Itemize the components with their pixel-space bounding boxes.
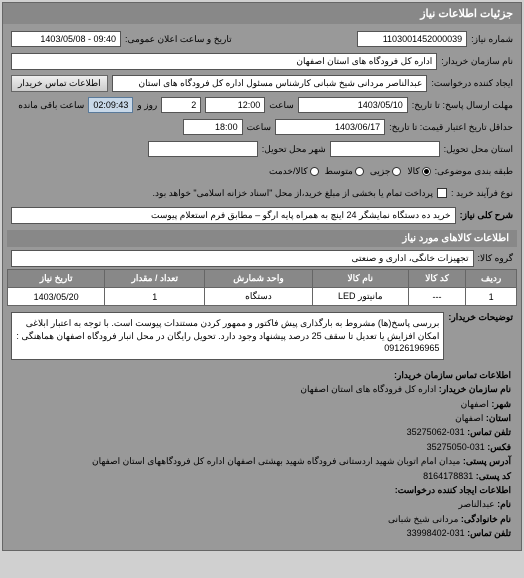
contact-block: اطلاعات تماس سازمان خریدار: نام سازمان خ… (7, 362, 517, 547)
time-label-2: ساعت (247, 122, 272, 133)
details-panel: جزئیات اطلاعات نیاز شماره نیاز: 11030014… (2, 2, 522, 551)
col-row: ردیف (466, 270, 517, 288)
contact-name: عبدالناصر (459, 499, 495, 509)
col-date: تاریخ نیاز (8, 270, 105, 288)
cell-code: --- (408, 288, 465, 306)
contact-post-label: کد پستی: (476, 471, 511, 481)
remain-days-field: 2 (161, 97, 201, 113)
treasury-label: پرداخت تمام یا بخشی از مبلغ خرید،از محل … (153, 188, 433, 199)
validity-label: حداقل تاریخ اعتبار قیمت: تا تاریخ: (389, 122, 513, 133)
delivery-city-field (148, 141, 258, 157)
contact-addr-label: آدرس پستی: (463, 456, 511, 466)
contact-name-label: نام: (497, 499, 511, 509)
remain-time-field: 02:09:43 (88, 97, 133, 113)
deadline-time-field: 12:00 (205, 97, 265, 113)
cell-date: 1403/05/20 (8, 288, 105, 306)
req-no-label: شماره نیاز: (471, 34, 513, 45)
table-header-row: ردیف کد کالا نام کالا واحد شمارش تعداد /… (8, 270, 517, 288)
contact-title: اطلاعات تماس سازمان خریدار: (13, 368, 511, 382)
req-no-field: 1103001452000039 (357, 31, 467, 47)
contact-tel2-label: تلفن تماس: (467, 528, 511, 538)
budget-label: طبقه بندی موضوعی: (435, 166, 513, 177)
col-name: نام کالا (312, 270, 408, 288)
col-qty: تعداد / مقدار (105, 270, 205, 288)
cell-name: مانیتور LED (312, 288, 408, 306)
treasury-checkbox[interactable] (437, 188, 447, 198)
contact-org-label: نام سازمان خریدار: (439, 384, 511, 394)
requester-field: عبدالناصر مردانی شیخ شبانی کارشناس مسئول… (112, 75, 428, 92)
budget-opt-2[interactable]: متوسط (325, 166, 364, 177)
contact-org: اداره کل فرودگاه های استان اصفهان (300, 384, 436, 394)
delivery-province-field (330, 141, 440, 157)
col-code: کد کالا (408, 270, 465, 288)
contact-city-label: استان: (486, 413, 511, 423)
validity-date-field: 1403/06/17 (275, 119, 385, 135)
group-label: گروه کالا: (478, 253, 513, 264)
contact-tel2: 031-33998402 (407, 528, 465, 538)
contact-fax: 031-35275050 (427, 442, 485, 452)
announce-date-label: تاریخ و ساعت اعلان عمومی: (125, 34, 232, 45)
time-label-1: ساعت (269, 100, 294, 111)
radio-icon (355, 167, 364, 176)
budget-radio-group: کالا جزیی متوسط کالا/خدمت (269, 166, 431, 177)
delivery-province-label: استان محل تحویل: (444, 144, 513, 155)
buyer-org-label: نام سازمان خریدار: (441, 56, 513, 67)
buyer-contact-button[interactable]: اطلاعات تماس خریدار (11, 75, 108, 92)
desc-label: توضیحات خریدار: (448, 312, 513, 323)
budget-opt-1[interactable]: جزیی (370, 166, 402, 177)
goods-table: ردیف کد کالا نام کالا واحد شمارش تعداد /… (7, 269, 517, 306)
contact-tel-label: تلفن تماس: (467, 427, 511, 437)
deadline-date-field: 1403/05/10 (298, 97, 408, 113)
need-label: شرح کلی نیاز: (460, 210, 513, 221)
panel-title: جزئیات اطلاعات نیاز (3, 3, 521, 24)
cell-row: 1 (466, 288, 517, 306)
contact-prov-label: شهر: (491, 399, 511, 409)
remain-time-label: ساعت باقی مانده (18, 100, 84, 111)
radio-icon (310, 167, 319, 176)
validity-time-field: 18:00 (183, 119, 243, 135)
contact-city: اصفهان (455, 413, 483, 423)
desc-text: بررسی پاسخ(ها) مشروط به بارگذاری پیش فاک… (11, 312, 444, 360)
process-label: نوع فرآیند خرید : (451, 188, 513, 199)
radio-icon (422, 167, 431, 176)
contact-family: مردانی شیخ شبانی (388, 514, 458, 524)
delivery-city-label: شهر محل تحویل: (262, 144, 326, 155)
contact-family-label: نام خانوادگی: (461, 514, 511, 524)
buyer-org-field: اداره کل فرودگاه های استان اصفهان (11, 53, 437, 70)
radio-icon (392, 167, 401, 176)
contact-post: 8164178831 (423, 471, 473, 481)
need-text-field: خرید ده دستگاه نمایشگر 24 اینچ به همراه … (11, 207, 456, 224)
requester-info-title: اطلاعات ایجاد کننده درخواست: (13, 483, 511, 497)
requester-label: ایجاد کننده درخواست: (431, 78, 513, 89)
cell-qty: 1 (105, 288, 205, 306)
group-field: تجهیزات خانگی، اداری و صنعتی (11, 250, 474, 267)
announce-date-field: 09:40 - 1403/05/08 (11, 31, 121, 47)
deadline-label: مهلت ارسال پاسخ: تا تاریخ: (412, 100, 513, 111)
contact-addr: میدان امام اتوبان شهید اردستانی فرودگاه … (92, 456, 460, 466)
contact-prov: اصفهان (461, 399, 489, 409)
contact-fax-label: فکس: (487, 442, 511, 452)
goods-section-title: اطلاعات کالاهای مورد نیاز (7, 230, 517, 247)
panel-body: شماره نیاز: 1103001452000039 تاریخ و ساع… (3, 24, 521, 550)
remain-days-label: روز و (137, 100, 157, 111)
budget-opt-3[interactable]: کالا/خدمت (269, 166, 319, 177)
cell-unit: دستگاه (205, 288, 312, 306)
contact-tel: 031-35275062 (407, 427, 465, 437)
budget-opt-0[interactable]: کالا (407, 166, 430, 177)
col-unit: واحد شمارش (205, 270, 312, 288)
table-row[interactable]: 1 --- مانیتور LED دستگاه 1 1403/05/20 (8, 288, 517, 306)
